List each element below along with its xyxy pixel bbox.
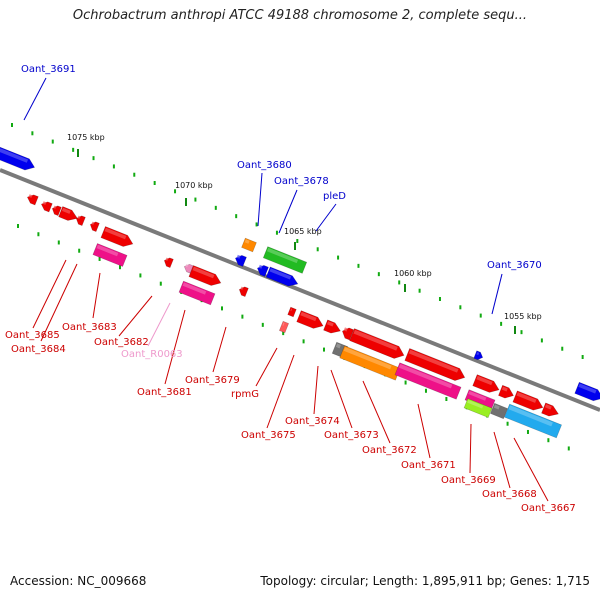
gene-label-oant-3667[interactable]: Oant_3667 [521,503,576,514]
gene-oant-3681[interactable] [188,265,223,288]
gene-oant-3674[interactable] [323,319,343,336]
leader-oant-3674 [313,365,319,415]
gene-oant-3679[interactable] [238,285,249,298]
gene-label-oant-3671[interactable]: Oant_3671 [401,460,456,471]
gene-oant-3685[interactable] [26,193,39,206]
gene-oant-3675[interactable] [296,310,326,332]
gene-features [0,146,600,439]
leader-oant-3691 [23,77,47,121]
gene-label-oant-3682[interactable]: Oant_3682 [94,337,149,348]
gene-oant-3672[interactable] [349,328,407,362]
leader-oant-3668 [493,431,511,489]
leader-oant-3669 [469,423,472,474]
backbone [0,168,600,412]
gene-label-oant-3691[interactable]: Oant_3691 [21,64,76,75]
gene-oant-3680[interactable] [241,237,257,253]
gene-oant-3691[interactable] [0,146,37,173]
gene-oant-3683c[interactable] [75,214,86,227]
gene-oant-3681-hyp[interactable] [178,280,216,306]
gene-label-oant-3685[interactable]: Oant_3685 [5,330,60,341]
leader-oant-3675 [266,354,295,429]
ruler-label-1060: 1060 kbp [394,269,432,278]
gene-oant-3675-small[interactable] [278,320,290,334]
leader-oant-3667 [513,437,549,502]
leader-rpmg [255,347,278,387]
gene-oant-3682[interactable] [100,226,135,249]
label-leaders [23,77,549,502]
leader-oant-3683 [92,272,101,319]
gene-label-oant-3670[interactable]: Oant_3670 [487,260,542,271]
gene-plead[interactable] [262,246,308,274]
leader-oant-3682 [118,295,153,337]
gene-oant-3672-orange[interactable] [339,345,401,381]
gene-rpmg[interactable] [287,306,297,318]
gene-label-oant-3672[interactable]: Oant_3672 [362,445,417,456]
gene-oant-3681a[interactable] [163,256,174,269]
gene-label-oant-3683[interactable]: Oant_3683 [62,322,117,333]
leader-oant-3680 [257,172,263,227]
gene-oant-r0063[interactable] [183,263,194,274]
leader-oant-3673 [330,369,353,429]
gene-label-oant-r0063[interactable]: Oant_R0063 [121,349,183,360]
ruler-label-1070: 1070 kbp [175,181,213,190]
gene-label-rpmg[interactable]: rpmG [231,389,259,400]
gene-oant-3668b[interactable] [541,402,561,419]
accession-text: Accession: NC_009668 [10,574,147,588]
gene-oant-3667[interactable] [504,403,562,439]
gene-oant-3671-hyp[interactable] [394,362,462,400]
gene-oant-3671[interactable] [404,348,467,383]
ruler-label-1065: 1065 kbp [284,227,322,236]
leader-oant-3681 [164,309,186,385]
gene-oant-3669[interactable] [472,374,502,396]
gene-oant-3673[interactable] [340,326,355,341]
leader-oant-3678 [278,189,298,234]
ruler-label-1075: 1075 kbp [67,133,105,142]
gene-oant-3670[interactable] [473,350,484,361]
gene-oant-3668-gray[interactable] [490,402,508,420]
leader-pled [315,203,337,232]
gene-oant-3684[interactable] [40,200,53,213]
leader-oant-3679 [212,326,227,373]
gene-label-oant-3679[interactable]: Oant_3679 [185,375,240,386]
gene-label-oant-3680[interactable]: Oant_3680 [237,160,292,171]
leader-oant-r0063 [147,302,171,347]
gene-label-oant-3678[interactable]: Oant_3678 [274,176,329,187]
gene-label-oant-3669[interactable]: Oant_3669 [441,475,496,486]
gene-label-oant-3668[interactable]: Oant_3668 [482,489,537,500]
gene-label-oant-3673[interactable]: Oant_3673 [324,430,379,441]
gene-oant-3669b[interactable] [498,384,515,400]
gene-oant-3678[interactable] [256,264,269,277]
gene-oant-3666[interactable] [574,381,600,404]
gene-oant-3683b[interactable] [58,206,80,224]
gene-oant-3680b[interactable] [234,254,247,267]
gene-oant-3669-lime[interactable] [463,398,493,418]
map-title: Ochrobactrum anthropi ATCC 49188 chromos… [72,8,528,23]
leader-oant-3684 [40,263,78,342]
gene-oant-3668[interactable] [512,390,545,413]
gene-label-oant-3675[interactable]: Oant_3675 [241,430,296,441]
gene-label-oant-3674[interactable]: Oant_3674 [285,416,340,427]
ruler-label-1055: 1055 kbp [504,312,542,321]
gene-label-plead[interactable]: pleD [323,191,346,202]
leader-oant-3671 [417,403,431,459]
gene-oant-3682-hyp[interactable] [92,243,128,267]
gene-oant-3677[interactable] [265,266,300,289]
leader-oant-3670 [491,273,503,315]
topology-text: Topology: circular; Length: 1,895,911 bp… [260,574,590,588]
gene-oant-3682a[interactable] [89,220,100,233]
gene-label-oant-3684[interactable]: Oant_3684 [11,344,66,355]
gene-label-oant-3681[interactable]: Oant_3681 [137,387,192,398]
leader-oant-3685 [32,259,67,329]
leader-oant-3672 [362,380,391,444]
gene-oant-3683a[interactable] [51,204,62,217]
